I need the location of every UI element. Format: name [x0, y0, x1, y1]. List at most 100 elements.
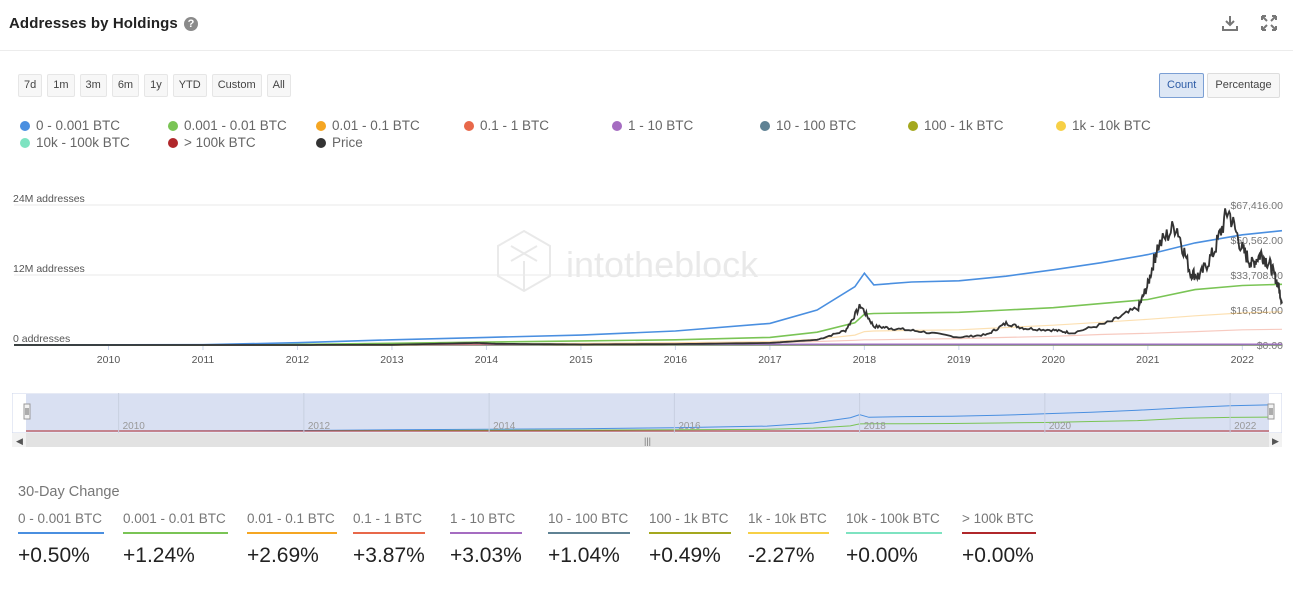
- right-axis-tick: $50,562.00: [1230, 235, 1283, 247]
- x-axis-tick: 2018: [853, 354, 877, 366]
- scrollbar-grip-icon: |||: [644, 436, 651, 446]
- range-all-button[interactable]: All: [266, 74, 291, 97]
- navigator-selection: [26, 394, 1269, 432]
- change-item: 10 - 100 BTC +1.04%: [548, 511, 631, 568]
- change-label: 1 - 10 BTC: [450, 511, 522, 534]
- range-3m-button[interactable]: 3m: [79, 74, 107, 97]
- x-axis-tick: 2011: [192, 354, 215, 366]
- legend-label: Price: [332, 135, 363, 150]
- page-title: Addresses by Holdings: [9, 15, 178, 32]
- change-label: 0.001 - 0.01 BTC: [123, 511, 228, 534]
- scroll-left-icon: ◀: [16, 436, 23, 446]
- change-label: > 100k BTC: [962, 511, 1036, 534]
- range-1y-button[interactable]: 1y: [144, 74, 168, 97]
- range-1m-button[interactable]: 1m: [47, 74, 75, 97]
- change-value: -2.27%: [748, 544, 815, 567]
- x-axis-tick: 2015: [569, 354, 593, 366]
- navigator-series: [26, 404, 1270, 432]
- change-value: +1.24%: [123, 544, 195, 567]
- legend-dot-icon: [316, 121, 326, 131]
- legend-item[interactable]: 0.001 - 0.01 BTC: [168, 118, 287, 133]
- legend-item[interactable]: 0 - 0.001 BTC: [20, 118, 120, 133]
- scroll-right-icon: ▶: [1272, 436, 1279, 446]
- change-label: 0 - 0.001 BTC: [18, 511, 105, 534]
- navigator-year: 2014: [493, 421, 516, 432]
- change-value: +0.00%: [962, 544, 1034, 567]
- change-value: +3.03%: [450, 544, 522, 567]
- legend-dot-icon: [908, 121, 918, 131]
- legend-label: 0.1 - 1 BTC: [480, 118, 550, 133]
- legend-item[interactable]: 0.1 - 1 BTC: [464, 118, 549, 133]
- percentage-button[interactable]: Percentage: [1207, 73, 1280, 98]
- legend-label: 10k - 100k BTC: [36, 135, 130, 150]
- right-axis-tick: $33,708.00: [1230, 270, 1283, 282]
- legend-item[interactable]: 100 - 1k BTC: [908, 118, 1004, 133]
- range-ytd-button[interactable]: YTD: [172, 74, 207, 97]
- x-axis-tick: 2014: [475, 354, 499, 366]
- x-axis-tick: 2019: [947, 354, 971, 366]
- legend-item[interactable]: Price: [316, 135, 363, 150]
- price-line: [14, 208, 1283, 346]
- legend-item[interactable]: 1k - 10k BTC: [1056, 118, 1151, 133]
- left-axis-tick: 0 addresses: [13, 333, 70, 345]
- legend-label: 0 - 0.001 BTC: [36, 118, 121, 133]
- series-line-1: [14, 283, 1283, 346]
- legend-label: > 100k BTC: [184, 135, 256, 150]
- navigator-year: 2022: [1234, 421, 1257, 432]
- change-item: > 100k BTC +0.00%: [962, 511, 1036, 568]
- change-item: 0.01 - 0.1 BTC +2.69%: [247, 511, 337, 568]
- navigator-handle[interactable]: [23, 403, 31, 420]
- navigator-handle[interactable]: [1267, 403, 1275, 420]
- mode-toggle: Count Percentage: [1159, 73, 1280, 98]
- range-custom-button[interactable]: Custom: [211, 74, 262, 97]
- legend-item[interactable]: 10 - 100 BTC: [760, 118, 856, 133]
- right-axis-tick: $16,854.00: [1230, 305, 1283, 317]
- scrollbar-thumb[interactable]: [26, 433, 1269, 447]
- range-7d-button[interactable]: 7d: [18, 74, 43, 97]
- legend-item[interactable]: 0.01 - 0.1 BTC: [316, 118, 420, 133]
- navigator[interactable]: 2010 2012 2014 2016 2018 2020 2022 ◀ ▶ |||: [12, 393, 1282, 448]
- legend-dot-icon: [316, 138, 326, 148]
- help-icon[interactable]: ?: [184, 17, 198, 31]
- navigator-year: 2020: [1049, 421, 1072, 432]
- change-label: 0.01 - 0.1 BTC: [247, 511, 337, 534]
- x-axis-tick: 2016: [664, 354, 688, 366]
- legend-dot-icon: [168, 121, 178, 131]
- legend-label: 10 - 100 BTC: [776, 118, 857, 133]
- change-title: 30-Day Change: [18, 484, 120, 500]
- legend-dot-icon: [760, 121, 770, 131]
- navigator-year: 2012: [308, 421, 331, 432]
- navigator-year: 2018: [864, 421, 887, 432]
- legend-label: 1 - 10 BTC: [628, 118, 694, 133]
- left-axis-tick: 24M addresses: [13, 193, 85, 205]
- watermark: intotheblock: [497, 229, 759, 293]
- change-label: 10k - 100k BTC: [846, 511, 942, 534]
- change-label: 100 - 1k BTC: [649, 511, 731, 534]
- right-axis-tick: $0.00: [1257, 340, 1283, 352]
- range-6m-button[interactable]: 6m: [111, 74, 140, 97]
- change-value: +0.50%: [18, 544, 90, 567]
- legend-item[interactable]: 10k - 100k BTC: [20, 135, 130, 150]
- x-axis-tick: 2021: [1136, 354, 1160, 366]
- x-axis-tick: 2010: [97, 354, 121, 366]
- legend-dot-icon: [168, 138, 178, 148]
- legend-label: 0.001 - 0.01 BTC: [184, 118, 287, 133]
- count-button[interactable]: Count: [1159, 73, 1205, 98]
- change-label: 10 - 100 BTC: [548, 511, 631, 534]
- x-axis-tick: 2022: [1231, 354, 1255, 366]
- legend-item[interactable]: 1 - 10 BTC: [612, 118, 693, 133]
- download-icon[interactable]: [1220, 14, 1240, 34]
- x-axis-tick: 2020: [1042, 354, 1066, 366]
- watermark-text: intotheblock: [566, 244, 759, 285]
- legend-dot-icon: [20, 138, 30, 148]
- legend-item[interactable]: > 100k BTC: [168, 135, 256, 150]
- change-label: 1k - 10k BTC: [748, 511, 829, 534]
- navigator-year: 2016: [678, 421, 701, 432]
- change-label: 0.1 - 1 BTC: [353, 511, 425, 534]
- x-axis-tick: 2017: [758, 354, 782, 366]
- expand-icon[interactable]: [1259, 14, 1279, 34]
- series-line-0: [13, 229, 1283, 346]
- change-value: +0.49%: [649, 544, 721, 567]
- legend-label: 100 - 1k BTC: [924, 118, 1004, 133]
- change-item: 10k - 100k BTC +0.00%: [846, 511, 942, 568]
